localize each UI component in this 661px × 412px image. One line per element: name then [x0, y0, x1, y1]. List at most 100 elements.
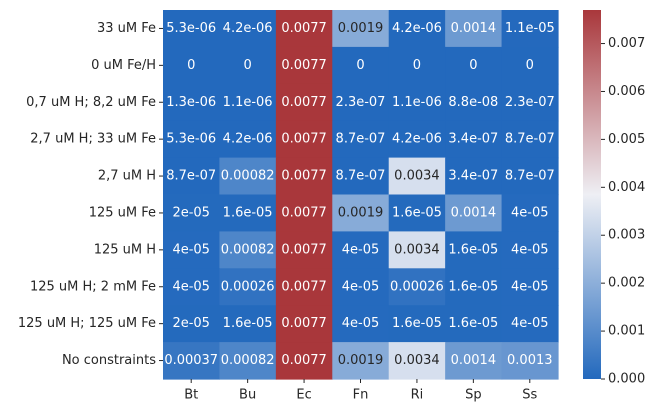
y-tick-label: 2,7 uM H; 33 uM Fe — [30, 132, 156, 147]
colorbar-tick-label: 0.004 — [608, 180, 645, 195]
cell-value-label: 0.00082 — [221, 169, 275, 184]
cell-value-label: 8.7e-07 — [505, 169, 555, 184]
x-tick-label: Bu — [239, 388, 256, 403]
heatmap-cell — [501, 231, 559, 269]
y-tick-label: 125 uM Fe — [89, 205, 156, 220]
x-tick-label: Fn — [353, 388, 369, 403]
cell-value-label: 3.4e-07 — [448, 169, 498, 184]
colorbar-gradient — [583, 10, 601, 379]
heatmap-cell — [501, 46, 559, 85]
heatmap-cell — [388, 83, 446, 122]
heatmap-cell — [275, 194, 333, 232]
heatmap-cell — [445, 83, 503, 122]
heatmap-cell — [163, 268, 221, 306]
heatmap-cell — [501, 83, 559, 122]
heatmap-cell — [501, 342, 559, 380]
heatmap-cell — [163, 231, 221, 269]
colorbar-tick-label: 0.005 — [608, 132, 645, 147]
cell-value-label: 4e-05 — [342, 279, 380, 294]
cell-value-label: 4e-05 — [172, 242, 210, 257]
heatmap-cell — [388, 194, 446, 232]
heatmap-cell — [445, 46, 503, 85]
heatmap-cell — [163, 83, 221, 122]
cell-value-label: 4e-05 — [342, 316, 380, 331]
y-tick-label: 2,7 uM H — [98, 169, 156, 184]
heatmap-cell — [275, 46, 333, 85]
cell-value-label: 0.00026 — [390, 279, 444, 294]
cell-value-label: 1.6e-05 — [392, 205, 442, 220]
heatmap-cell — [332, 10, 390, 48]
cell-value-label: 0.0014 — [451, 205, 497, 220]
cell-value-label: 1.6e-05 — [223, 316, 273, 331]
cell-value-label: 0.0077 — [281, 316, 327, 331]
heatmap-cell — [445, 231, 503, 269]
cell-value-label: 4.2e-06 — [223, 132, 273, 147]
heatmap-cell — [445, 194, 503, 232]
heatmap-cell — [501, 120, 559, 159]
heatmap-cell — [275, 120, 333, 159]
cell-value-label: 0.0014 — [451, 21, 497, 36]
cell-value-label: 0.00082 — [221, 353, 275, 368]
cell-value-label: 1.3e-06 — [166, 95, 216, 110]
heatmap-cell — [219, 120, 277, 159]
heatmap-cell — [445, 120, 503, 159]
heatmap-cell — [275, 268, 333, 306]
cell-value-label: 0.0077 — [281, 242, 327, 257]
cell-value-label: 0.0077 — [281, 21, 327, 36]
cell-value-label: 4e-05 — [342, 242, 380, 257]
heatmap-cell — [501, 268, 559, 306]
cell-value-label: 0.0077 — [281, 205, 327, 220]
heatmap-cell — [219, 342, 277, 380]
heatmap-cell — [219, 194, 277, 232]
heatmap-cell — [388, 46, 446, 85]
cell-value-label: 5.3e-06 — [166, 21, 216, 36]
cell-value-label: 0.0034 — [394, 242, 440, 257]
heatmap-cell — [275, 305, 333, 343]
cell-value-label: 8.7e-07 — [166, 169, 216, 184]
cell-value-label: 0.0019 — [338, 205, 384, 220]
heatmap-cell — [219, 10, 277, 48]
heatmap-cell — [163, 194, 221, 232]
cell-value-label: 1.6e-05 — [223, 205, 273, 220]
heatmap-cell — [275, 231, 333, 269]
heatmap-cell — [388, 231, 446, 269]
cell-value-label: 1.6e-05 — [448, 316, 498, 331]
cell-value-label: 0.0077 — [281, 132, 327, 147]
heatmap-cell — [219, 268, 277, 306]
heatmap-cell — [332, 83, 390, 122]
cell-value-label: 0.0077 — [281, 279, 327, 294]
heatmap-cell — [163, 10, 221, 48]
x-tick-label: Ss — [522, 388, 537, 403]
heatmap-cell — [388, 120, 446, 159]
x-tick-label: Sp — [465, 388, 482, 403]
x-tick-label: Ec — [296, 388, 311, 403]
heatmap-cell — [445, 157, 503, 196]
cell-value-label: 4.2e-06 — [392, 132, 442, 147]
heatmap-cell — [219, 231, 277, 269]
cell-value-label: 0.0034 — [394, 169, 440, 184]
cell-value-label: 0.0077 — [281, 95, 327, 110]
cell-value-label: 8.7e-07 — [505, 132, 555, 147]
cell-value-label: 3.4e-07 — [448, 132, 498, 147]
heatmap-cell — [501, 157, 559, 196]
colorbar-tick-label: 0.001 — [608, 324, 645, 339]
heatmap-cell — [501, 194, 559, 232]
y-tick-label: 33 uM Fe — [97, 21, 156, 36]
cell-value-label: 4e-05 — [511, 316, 549, 331]
heatmap-cell — [332, 305, 390, 343]
cell-value-label: 0.0077 — [281, 58, 327, 73]
heatmap-cell — [163, 342, 221, 380]
cell-value-label: 0.0019 — [338, 353, 384, 368]
cell-value-label: 0 — [413, 58, 421, 73]
heatmap-cell — [219, 83, 277, 122]
colorbar-tick-label: 0.007 — [608, 36, 645, 51]
heatmap-cell — [332, 194, 390, 232]
cell-value-label: 0.0077 — [281, 353, 327, 368]
cell-value-label: 0.0019 — [338, 21, 384, 36]
y-tick-label: 0,7 uM H; 8,2 uM Fe — [26, 95, 156, 110]
cell-value-label: 0.0034 — [394, 353, 440, 368]
cell-value-label: 1.6e-05 — [448, 242, 498, 257]
cell-value-label: 1.6e-05 — [448, 279, 498, 294]
cell-value-label: 4e-05 — [511, 205, 549, 220]
